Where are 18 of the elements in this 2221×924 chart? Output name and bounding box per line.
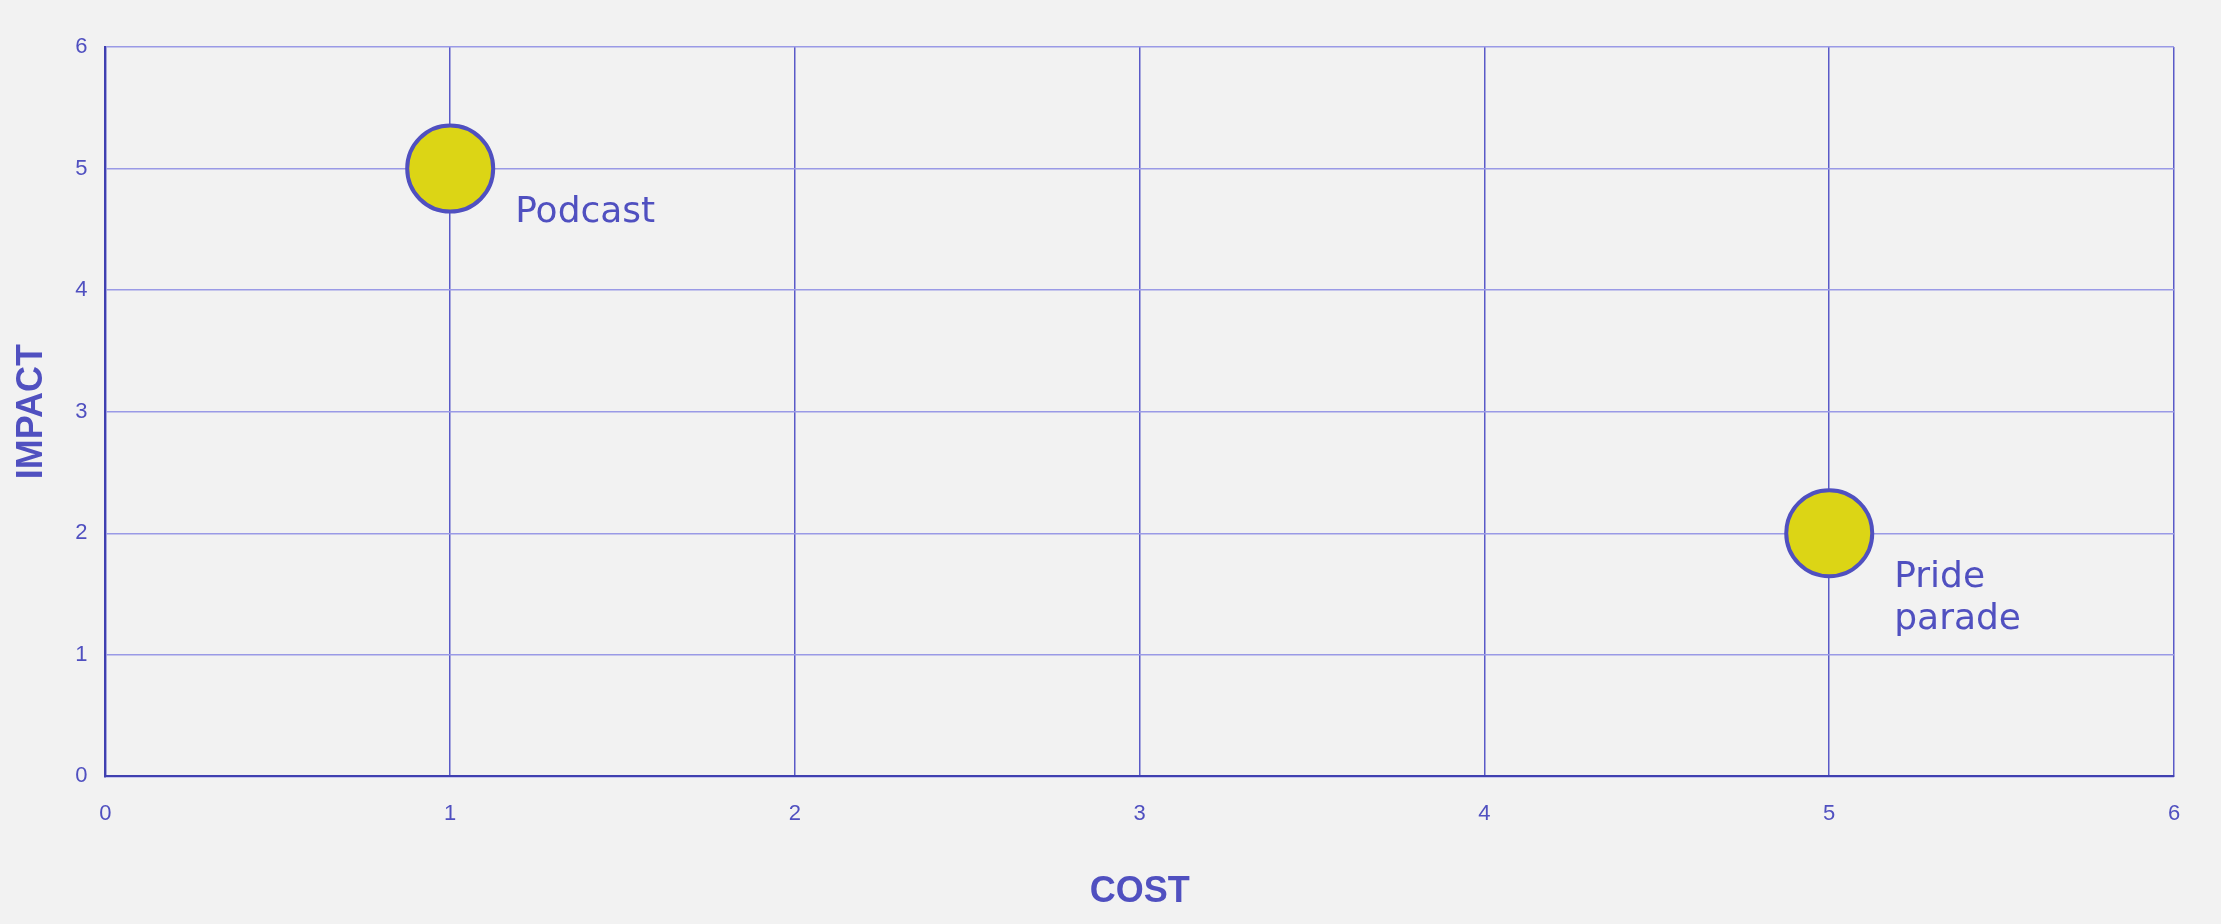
y-tick-label: 1	[75, 640, 88, 666]
x-tick-label: 3	[1133, 799, 1146, 825]
y-tick-label: 5	[75, 154, 88, 180]
x-tick-label: 4	[1478, 799, 1491, 825]
y-tick-label: 4	[75, 276, 88, 302]
y-tick-label: 0	[75, 762, 88, 788]
y-tick-label: 2	[75, 519, 88, 545]
x-tick-label: 6	[2167, 799, 2181, 825]
x-tick-label: 1	[444, 799, 457, 825]
x-tick-label: 5	[1823, 799, 1836, 825]
y-tick-label: 6	[75, 33, 88, 59]
y-tick-label: 3	[75, 397, 88, 423]
annotation: Pride parade	[1894, 553, 2022, 637]
y-axis-title: IMPACT	[8, 344, 50, 480]
x-tick-label: 2	[788, 799, 802, 825]
x-tick-label: 0	[99, 799, 112, 825]
x-axis-title: COST	[1089, 869, 1190, 911]
annotation: Podcast	[515, 188, 656, 230]
